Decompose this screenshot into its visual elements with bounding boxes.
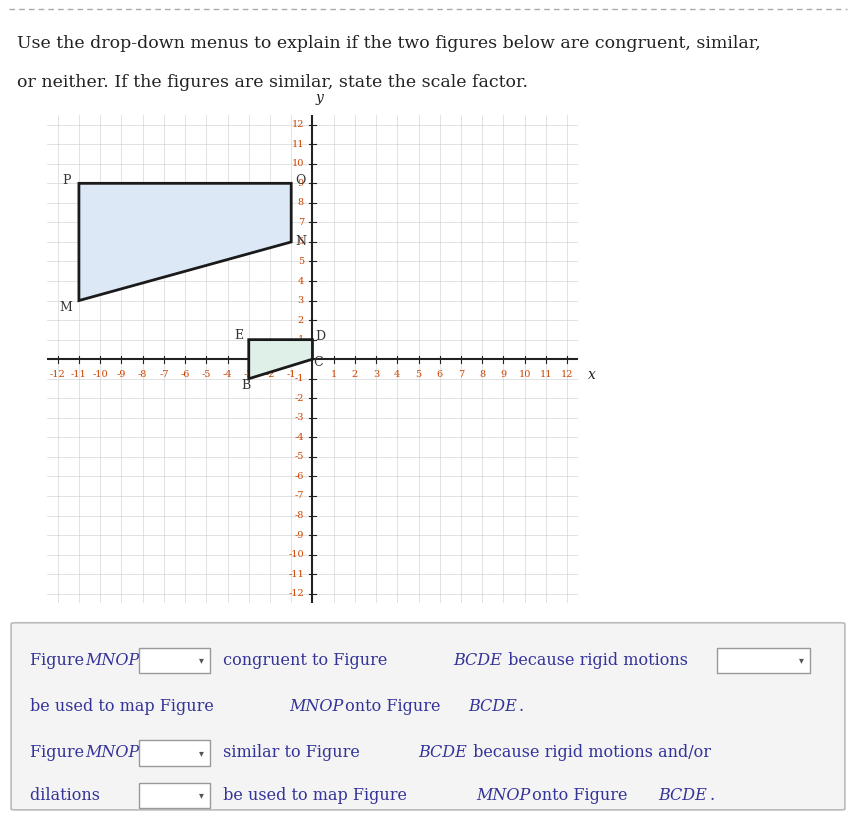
Text: y: y bbox=[316, 91, 324, 105]
FancyBboxPatch shape bbox=[139, 648, 210, 673]
Text: ▾: ▾ bbox=[199, 791, 204, 800]
Text: BCDE: BCDE bbox=[468, 698, 517, 715]
Text: or neither. If the figures are similar, state the scale factor.: or neither. If the figures are similar, … bbox=[17, 74, 528, 91]
Text: -6: -6 bbox=[181, 370, 190, 379]
Text: -4: -4 bbox=[294, 433, 304, 442]
Text: BCDE: BCDE bbox=[659, 787, 707, 804]
Text: O: O bbox=[295, 174, 306, 187]
Text: -2: -2 bbox=[294, 394, 304, 403]
FancyBboxPatch shape bbox=[11, 623, 845, 810]
Text: -6: -6 bbox=[294, 472, 304, 481]
FancyBboxPatch shape bbox=[717, 648, 810, 673]
Text: MNOP: MNOP bbox=[477, 787, 531, 804]
Text: -2: -2 bbox=[265, 370, 275, 379]
Text: 2: 2 bbox=[298, 315, 304, 324]
Text: 8: 8 bbox=[298, 199, 304, 208]
Text: because rigid motions: because rigid motions bbox=[503, 652, 693, 669]
Text: congruent to Figure: congruent to Figure bbox=[218, 652, 393, 669]
Text: -7: -7 bbox=[159, 370, 169, 379]
Text: -3: -3 bbox=[244, 370, 253, 379]
Text: 3: 3 bbox=[373, 370, 379, 379]
Text: -5: -5 bbox=[202, 370, 211, 379]
Text: 1: 1 bbox=[298, 335, 304, 344]
Text: N: N bbox=[295, 236, 306, 249]
Text: M: M bbox=[60, 301, 73, 314]
Text: be used to map Figure: be used to map Figure bbox=[218, 787, 413, 804]
Text: -7: -7 bbox=[294, 492, 304, 501]
Text: 10: 10 bbox=[292, 159, 304, 168]
Text: -10: -10 bbox=[288, 550, 304, 559]
Text: -1: -1 bbox=[287, 370, 296, 379]
Text: 7: 7 bbox=[458, 370, 464, 379]
Text: D: D bbox=[315, 330, 325, 343]
Text: 3: 3 bbox=[298, 296, 304, 305]
Text: -11: -11 bbox=[288, 570, 304, 579]
Text: be used to map Figure: be used to map Figure bbox=[29, 698, 218, 715]
Polygon shape bbox=[79, 183, 291, 300]
Text: x: x bbox=[588, 368, 597, 382]
Text: -5: -5 bbox=[294, 452, 304, 461]
Text: ▾: ▾ bbox=[199, 748, 204, 758]
Text: ▾: ▾ bbox=[799, 655, 804, 665]
Text: -9: -9 bbox=[116, 370, 126, 379]
Text: B: B bbox=[241, 379, 250, 392]
FancyBboxPatch shape bbox=[139, 783, 210, 808]
Text: Use the drop-down menus to explain if the two figures below are congruent, simil: Use the drop-down menus to explain if th… bbox=[17, 35, 761, 53]
Text: -9: -9 bbox=[294, 530, 304, 539]
Text: P: P bbox=[62, 174, 70, 187]
Text: 9: 9 bbox=[298, 179, 304, 188]
Text: because rigid motions and/or: because rigid motions and/or bbox=[468, 745, 711, 762]
Text: -3: -3 bbox=[294, 413, 304, 422]
Text: BCDE: BCDE bbox=[453, 652, 502, 669]
Text: similar to Figure: similar to Figure bbox=[218, 745, 366, 762]
Text: onto Figure: onto Figure bbox=[340, 698, 445, 715]
Text: 5: 5 bbox=[415, 370, 422, 379]
Text: -4: -4 bbox=[223, 370, 232, 379]
Text: MNOP: MNOP bbox=[86, 652, 140, 669]
Text: -10: -10 bbox=[92, 370, 108, 379]
Text: Figure: Figure bbox=[29, 745, 89, 762]
Text: -1: -1 bbox=[294, 374, 304, 383]
Text: 7: 7 bbox=[298, 218, 304, 227]
Text: 6: 6 bbox=[298, 237, 304, 246]
Text: 10: 10 bbox=[519, 370, 531, 379]
Text: 11: 11 bbox=[291, 140, 304, 149]
Text: C: C bbox=[313, 355, 323, 369]
Text: 5: 5 bbox=[298, 257, 304, 266]
Text: MNOP: MNOP bbox=[289, 698, 344, 715]
Text: ▾: ▾ bbox=[199, 655, 204, 665]
Text: .: . bbox=[519, 698, 524, 715]
Text: onto Figure: onto Figure bbox=[527, 787, 633, 804]
Text: MNOP: MNOP bbox=[86, 745, 140, 762]
Text: -11: -11 bbox=[71, 370, 86, 379]
Text: BCDE: BCDE bbox=[418, 745, 467, 762]
Text: 11: 11 bbox=[539, 370, 552, 379]
Text: -8: -8 bbox=[294, 511, 304, 520]
Text: dilations: dilations bbox=[29, 787, 104, 804]
Text: .: . bbox=[709, 787, 714, 804]
Text: 12: 12 bbox=[291, 120, 304, 129]
Text: -12: -12 bbox=[288, 589, 304, 599]
Text: -12: -12 bbox=[50, 370, 66, 379]
Text: 8: 8 bbox=[479, 370, 485, 379]
Text: -8: -8 bbox=[138, 370, 147, 379]
Text: 4: 4 bbox=[395, 370, 401, 379]
Text: E: E bbox=[235, 329, 244, 342]
Text: 6: 6 bbox=[437, 370, 443, 379]
Polygon shape bbox=[249, 340, 312, 378]
Text: 1: 1 bbox=[330, 370, 336, 379]
Text: 12: 12 bbox=[561, 370, 574, 379]
Text: Figure: Figure bbox=[29, 652, 89, 669]
Text: 9: 9 bbox=[501, 370, 507, 379]
Text: 4: 4 bbox=[298, 277, 304, 286]
FancyBboxPatch shape bbox=[139, 741, 210, 765]
Text: 2: 2 bbox=[352, 370, 358, 379]
